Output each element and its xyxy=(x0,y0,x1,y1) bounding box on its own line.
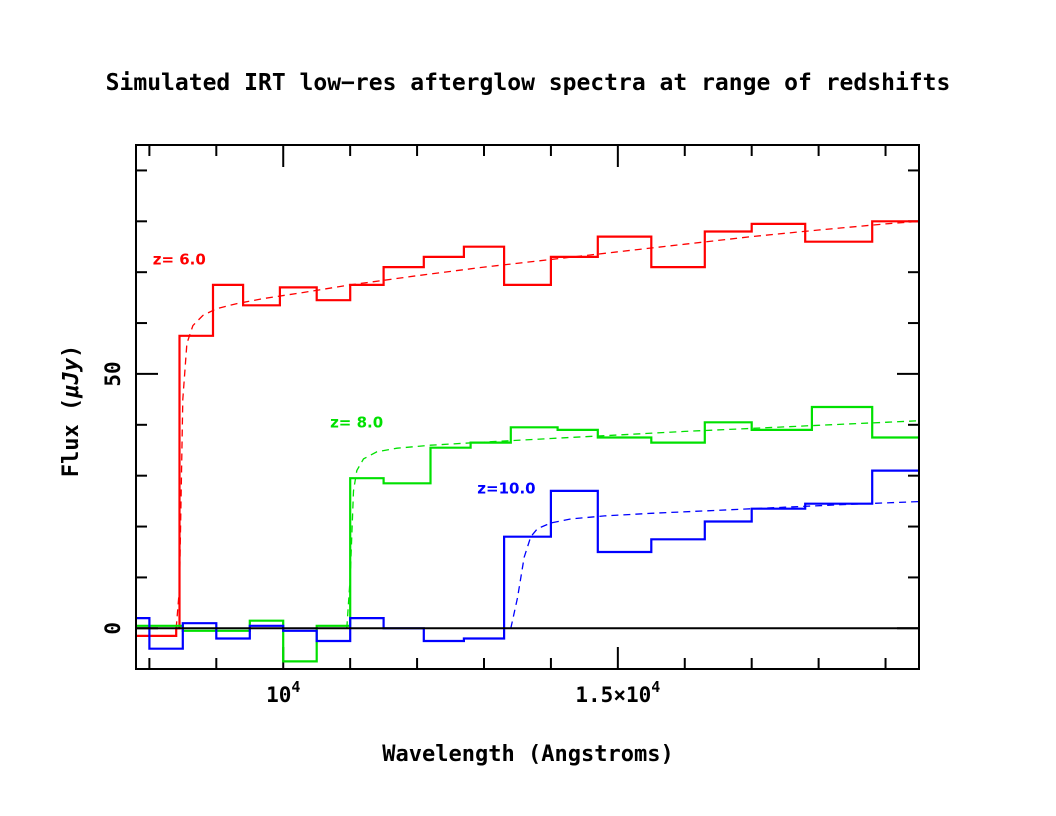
x-tick-label-base: 1.5×10 xyxy=(575,683,651,707)
series-model-z8 xyxy=(346,420,920,629)
y-tick-label: 50 xyxy=(101,361,125,386)
y-axis-label-symbol: μJy xyxy=(59,357,84,398)
series-label-z10: z=10.0 xyxy=(477,479,535,497)
series-label-z8: z= 8.0 xyxy=(330,413,383,431)
x-tick-label-exponent: 4 xyxy=(291,678,300,696)
y-tick-label: 0 xyxy=(101,622,125,635)
x-tick-label-exponent: 4 xyxy=(651,678,660,696)
series-binned-z10 xyxy=(136,469,919,650)
series-model-z10 xyxy=(510,500,920,629)
x-axis-label: Wavelength (Angstroms) xyxy=(382,742,673,767)
series-binned-z6 xyxy=(136,220,919,637)
series-layer xyxy=(136,220,920,663)
y-axis-label-suffix: ) xyxy=(59,345,84,358)
series-model-z6 xyxy=(175,220,920,629)
chart-title: Simulated IRT low−res afterglow spectra … xyxy=(106,70,951,96)
y-axis-label: Flux (μJy) xyxy=(59,345,84,477)
x-tick-label: 104 xyxy=(266,678,300,707)
series-labels: z= 6.0 z= 8.0 z=10.0 xyxy=(153,251,536,498)
series-binned-z8 xyxy=(136,405,919,663)
y-axis-label-prefix: Flux ( xyxy=(59,398,84,477)
plot-frame xyxy=(135,144,920,670)
x-tick-label-base: 10 xyxy=(266,683,291,707)
series-label-z6: z= 6.0 xyxy=(153,251,206,269)
x-tick-label: 1.5×104 xyxy=(575,678,660,707)
